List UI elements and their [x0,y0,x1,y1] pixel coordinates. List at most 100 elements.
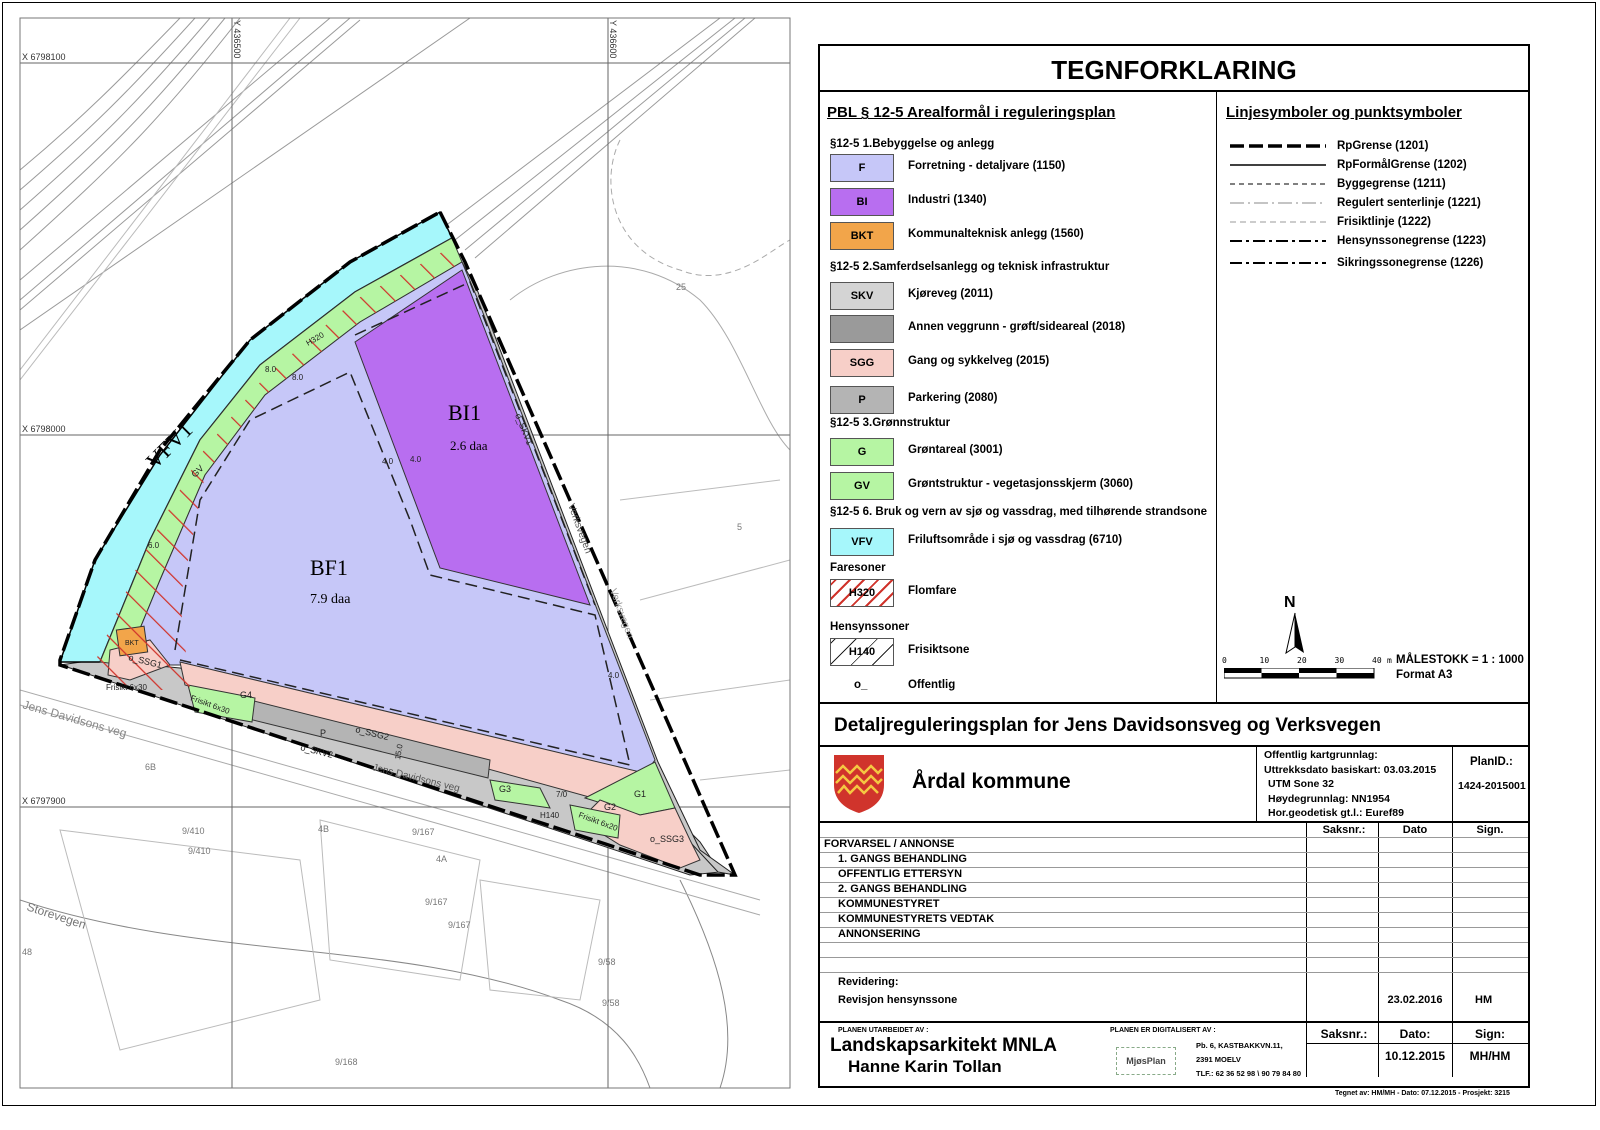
table-column-divider [1452,823,1453,1021]
legend-swatch-skv: SKV [830,282,894,310]
table-row-divider [820,927,1528,928]
scale-tick-label: 0 [1222,656,1227,665]
footer-saksnr-header: Saksnr.: [1320,1027,1368,1041]
made-by-name-2: Hanne Karin Tollan [848,1057,1002,1076]
area-purpose-heading: PBL § 12-5 Arealformål i reguleringsplan [827,104,1116,121]
line-symbol-rp [1230,144,1326,148]
status-header-sign: Sign. [1476,824,1504,836]
line-symbol-label: Frisiktlinje (1222) [1337,216,1431,228]
status-row-label: 1. GANGS BEHANDLING [838,853,967,865]
legend-section-heading: Faresoner [830,562,886,574]
label-p: P [320,728,326,738]
legend-item-label: Grøntareal (3001) [908,444,1003,456]
north-label: N [1284,594,1296,611]
legend-item-label: Annen veggrunn - grøft/sideareal (2018) [908,321,1126,333]
status-header-saksnr: Saksnr.: [1322,824,1366,836]
legend-item-label: Forretning - detaljvare (1150) [908,160,1066,172]
legend-swatch-bi: BI [830,188,894,216]
format-text: Format A3 [1396,669,1453,681]
footer-sign-header: Sign: [1475,1027,1505,1041]
legend-swatch-gv: GV [830,472,894,500]
line-symbol-label: Regulert senterlinje (1221) [1337,197,1481,209]
table-row-divider [820,957,1528,958]
table-row-divider [820,882,1528,883]
area-g3[interactable] [489,779,551,809]
divider [820,821,1528,823]
legend-panel: TEGNFORKLARING PBL § 12-5 Arealformål i … [818,44,1530,1088]
line-symbol-label: RpFormålGrense (1202) [1337,159,1467,171]
legend-item-label: Kommunalteknisk anlegg (1560) [908,228,1084,240]
area-bi1[interactable] [354,269,591,606]
dimension-label: 4.0 [382,457,394,466]
dimension-label: 8.0 [292,373,304,382]
hatch-h320[interactable] [95,245,462,690]
revision-date: 23.02.2016 [1387,994,1443,1006]
label-ssg3: o_SSG3 [650,834,684,844]
digitized-by-label: PLANEN ER DIGITALISERT AV : [1110,1027,1216,1034]
scale-text: MÅLESTOKK = 1 : 1000 [1396,654,1524,666]
status-row-label: ANNONSERING [838,928,921,940]
legend-swatch-veggrunn [830,315,894,343]
legend-swatch-g: G [830,438,894,466]
map-frame [19,17,791,1089]
parcel-label: 6B [145,762,156,772]
made-by-label: PLANEN UTARBEIDET AV : [838,1027,929,1034]
municipality-name: Årdal kommune [912,770,1071,793]
legend-section-heading: Hensynssoner [830,621,910,633]
legend-item-label: Frisiktsone [908,644,970,656]
label-g2: G2 [604,802,616,812]
legend-item-label: Industri (1340) [908,194,987,206]
address-line: 2391 MOELV [1196,1055,1241,1064]
divider [1452,747,1453,821]
label-h140: H140 [540,811,560,820]
line-symbol-label: Sikringssonegrense (1226) [1337,257,1484,269]
revision-text: Revisjon hensynssone [838,994,958,1006]
label-g3: G3 [499,784,511,794]
grid-label-x3: X 6797900 [22,796,66,806]
divider [1256,747,1257,821]
legend-section-heading: §12-5 1.Bebyggelse og anlegg [830,138,995,150]
line-symbol-solid [1230,164,1326,166]
status-row-label: OFFENTLIG ETTERSYN [838,868,963,880]
scale-tick-label: 40 [1372,656,1382,665]
parcel-label: 9/167 [448,920,471,930]
status-row-label: KOMMUNESTYRETS VEDTAK [838,913,995,925]
legend-item-label: Gang og sykkelveg (2015) [908,355,1050,367]
parcel-label: 25 [676,282,686,292]
north-arrow-icon [1285,612,1304,655]
basemap-info-line: Uttrekksdato basiskart: 03.03.2015 [1264,763,1437,776]
footer-date: 10.12.2015 [1384,1049,1446,1063]
area-g2[interactable] [569,804,621,839]
parcel-label: 9/58 [598,957,616,967]
legend-item-label: Friluftsområde i sjø og vassdrag (6710) [908,534,1123,546]
zoning-map[interactable]: X 6798100 X 6798000 X 6797900 Y 436500 Y… [0,0,800,1100]
legend-point-code: o_ [854,679,868,691]
page-border [2,2,1596,1106]
parcel-label: 5 [737,522,742,532]
divider [820,1021,1528,1023]
legend-item-label: Offentlig [908,679,956,691]
legend-swatch-bkt: BKT [830,222,894,250]
scale-tick-label: 20 [1297,656,1307,665]
basemap-info-line: Offentlig kartgrunnlag: [1264,749,1378,761]
table-row-divider [820,867,1528,868]
legend-item-label: Grøntstruktur - vegetasjonsskjerm (3060) [908,478,1133,490]
table-row-divider [820,852,1528,853]
label-bkt: BKT [125,640,139,647]
basemap-info-line: Hor.geodetisk gt.l.: Euref89 [1268,807,1404,819]
parcel-label: 9/410 [182,826,205,836]
legend-swatch-h320: H320 [830,579,894,607]
municipality-coat-of-arms-icon [834,755,884,813]
dimension-label: 6.0 [148,541,160,550]
legend-item-label: Parkering (2080) [908,392,998,404]
table-row-divider [820,972,1528,973]
label-g4: G4 [240,690,252,700]
table-column-divider [1378,823,1379,1021]
legend-section-heading: §12-5 3.Grønnstruktur [830,417,951,429]
building-line [174,280,632,767]
line-symbol-center [1230,202,1326,204]
parcel-label: 9/168 [335,1057,358,1067]
divider [1452,1021,1453,1077]
divider [1306,1021,1307,1077]
scale-unit: m [1387,656,1392,665]
